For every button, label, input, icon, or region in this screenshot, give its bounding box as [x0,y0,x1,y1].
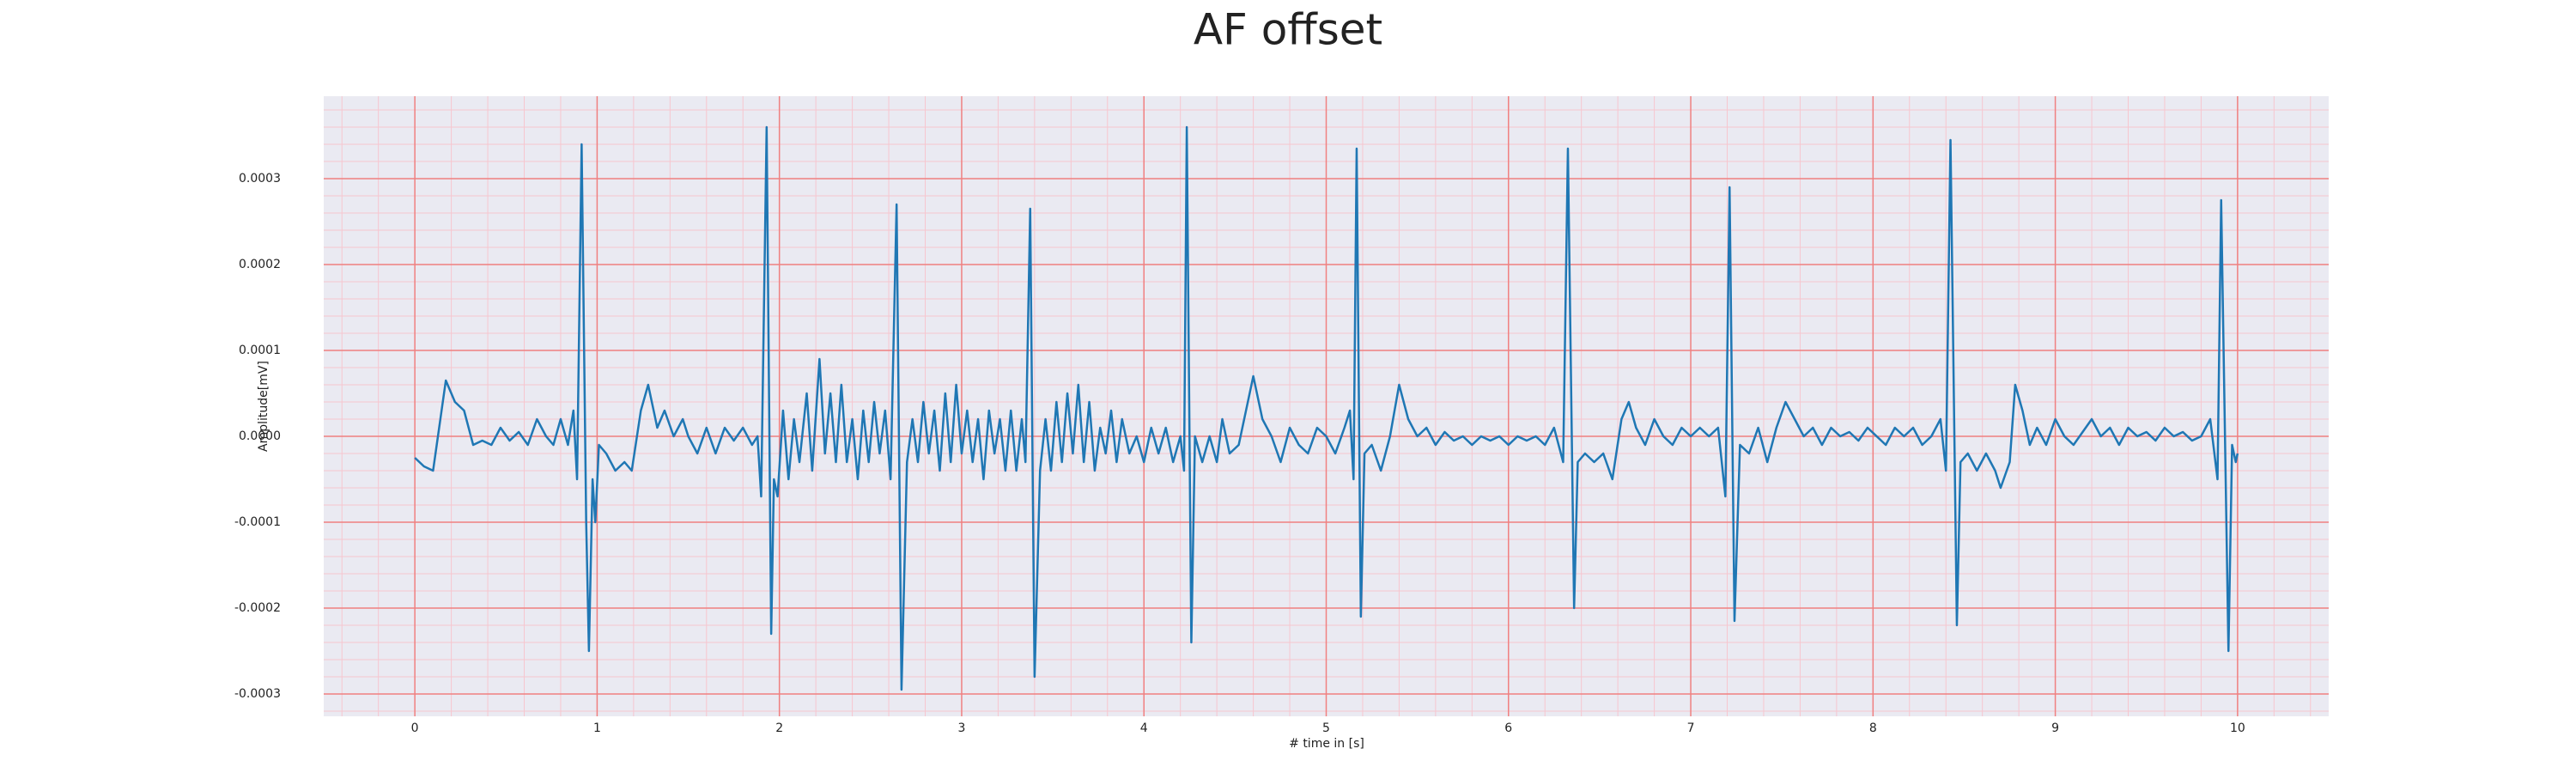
x-tick-label: 6 [1504,721,1512,735]
y-tick-label: 0.0003 [239,172,281,186]
y-tick-label: 0.0002 [239,258,281,271]
x-tick-label: 5 [1322,721,1330,735]
y-tick-label: 0.0000 [239,429,281,443]
data-line [414,125,2239,691]
y-tick-label: -0.0003 [234,687,281,701]
x-tick-label: 0 [411,721,419,735]
y-tick-label: 0.0001 [239,344,281,357]
x-tick-label: 10 [2230,721,2245,735]
grid [324,96,2329,716]
x-axis-label: # time in [s] [1289,737,1364,751]
y-tick-label: -0.0001 [234,515,281,529]
x-tick-label: 8 [1869,721,1877,735]
x-tick-label: 4 [1140,721,1148,735]
x-tick-label: 7 [1687,721,1695,735]
x-tick-label: 3 [957,721,965,735]
chart-title: AF offset [1194,5,1382,55]
x-tick-label: 9 [2051,721,2059,735]
x-tick-label: 2 [775,721,783,735]
y-tick-label: -0.0002 [234,601,281,615]
marks [414,125,2239,691]
y-axis-label: Amplitude[mV] [257,361,270,452]
x-tick-label: 1 [593,721,601,735]
